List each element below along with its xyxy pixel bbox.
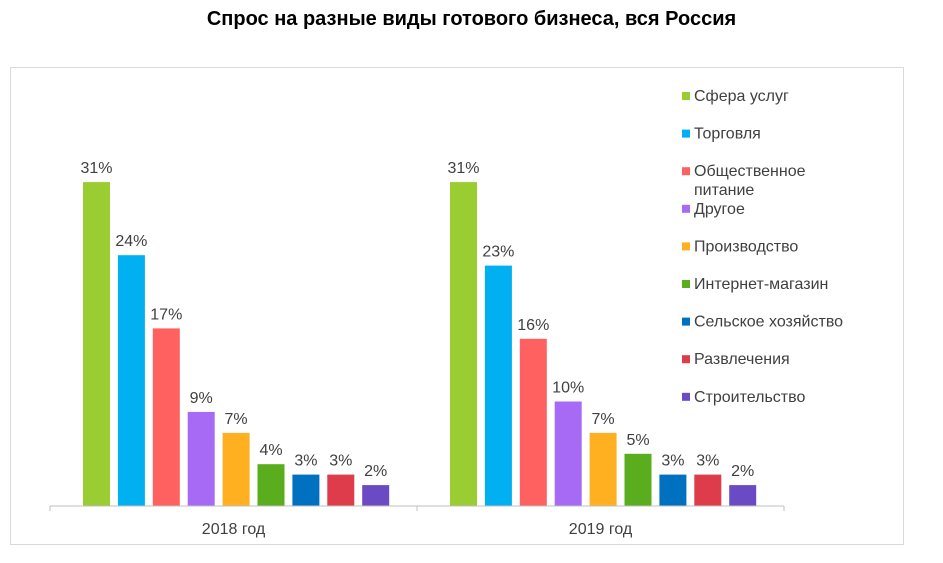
bar: [589, 432, 617, 506]
bar: [187, 411, 215, 506]
bar: [152, 328, 180, 506]
data-label: 3%: [661, 453, 684, 470]
data-label: 7%: [592, 411, 615, 428]
data-label: 24%: [115, 233, 147, 250]
category-label: 2018 год: [202, 521, 266, 538]
bar: [117, 255, 145, 506]
legend-label: Строительство: [694, 389, 805, 406]
bar: [659, 474, 687, 506]
x-axis: 2018 год 2019 год: [49, 505, 785, 538]
legend-swatch: [682, 242, 690, 251]
legend-swatch: [682, 392, 690, 401]
bar: [624, 453, 652, 507]
data-label: 3%: [329, 453, 352, 470]
bar: [222, 432, 250, 506]
bar: [484, 265, 512, 506]
bar: [327, 474, 355, 506]
data-label: 5%: [626, 432, 649, 449]
data-label: 16%: [517, 317, 549, 334]
bar: [450, 182, 477, 506]
legend-label: Торговля: [694, 126, 761, 143]
legend-label: Интернет-магазин: [694, 276, 828, 293]
data-label: 31%: [80, 160, 112, 177]
legend: Сфера услуг Торговля Общественное питание Др…: [682, 88, 843, 406]
legend-swatch: [682, 317, 690, 326]
legend-swatch: [682, 92, 690, 100]
legend-label: Развлечения: [694, 351, 790, 368]
legend-swatch: [682, 167, 690, 176]
bar: [554, 401, 582, 506]
legend-label: Производство: [694, 238, 798, 255]
bar: [257, 464, 285, 506]
data-label: 7%: [225, 411, 248, 428]
legend-swatch: [682, 129, 690, 138]
data-label: 3%: [294, 453, 317, 470]
legend-label: Сельское хозяйство: [694, 314, 843, 331]
data-label: 9%: [190, 390, 213, 407]
legend-swatch: [682, 355, 690, 364]
data-label: 31%: [447, 160, 479, 177]
data-label: 10%: [552, 380, 584, 397]
bar: [83, 182, 110, 506]
data-label: 17%: [150, 306, 182, 323]
chart-title: Спрос на разные виды готового бизнеса, в…: [206, 8, 737, 30]
category-label: 2019 год: [569, 521, 633, 538]
bar: [729, 485, 757, 506]
legend-swatch: [682, 280, 690, 288]
bar: [362, 485, 390, 506]
data-label: 2%: [731, 463, 754, 480]
legend-label: Другое: [694, 201, 745, 218]
bar: [694, 474, 722, 506]
data-label: 3%: [696, 453, 719, 470]
legend-label: Сфера услуг: [694, 88, 789, 105]
data-label: 4%: [259, 442, 282, 459]
data-label: 2%: [364, 463, 387, 480]
bars-layer: 31% 24% 17% 9% 7% 4% 3% 3% 2% 31% 23% 16% 10% 7% 5% 3% 3…: [80, 160, 757, 507]
legend-label: Общественное питание: [694, 163, 806, 199]
bar: [292, 474, 320, 506]
legend-swatch: [682, 204, 690, 213]
bar: [519, 338, 547, 506]
data-label: 23%: [482, 244, 514, 261]
chart-frame: [10, 67, 904, 545]
